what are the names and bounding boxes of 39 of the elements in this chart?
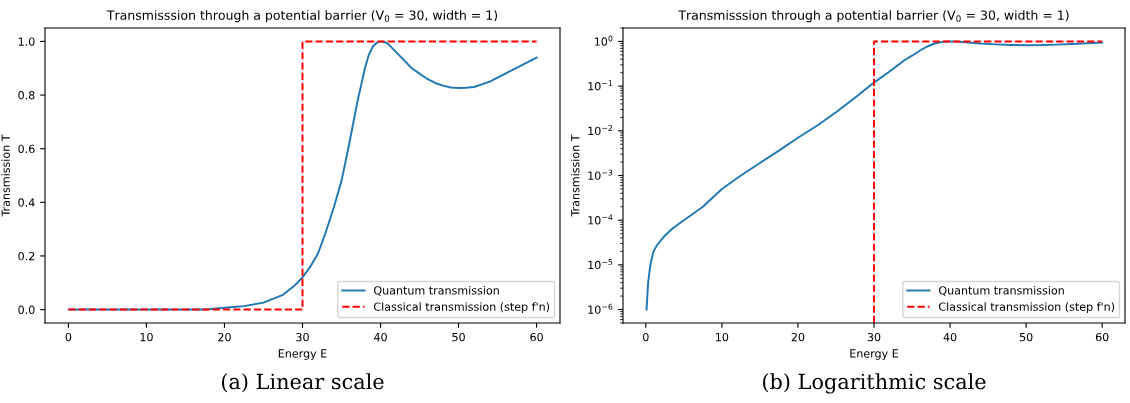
y-tick-label: 1.0 [18, 37, 35, 46]
x-tick-label: 10 [716, 332, 729, 342]
x-tick-label: 30 [296, 332, 309, 342]
x-axis-title: Energy E [850, 349, 899, 360]
text: (b) Logarithmic scale [763, 373, 986, 394]
y-tick-label: 10$^{−6}$ [588, 303, 613, 314]
x-tick-label: 0 [65, 332, 72, 342]
x-tick-label: 60 [1095, 332, 1109, 342]
x-tick-label: 30 [867, 332, 881, 342]
y-tick-label: 10$^{−1}$ [588, 80, 613, 91]
y-axis-title: Transmission T [1, 134, 10, 217]
y-tick-label: 0.6 [18, 144, 35, 154]
y-tick-label: 10$^{−5}$ [588, 259, 613, 270]
legend-label: Classical transmission (step f'n) [939, 302, 1115, 313]
x-tick-label: 20 [218, 332, 231, 342]
chart-title: Transmisssion through a potential barrier (V$_{0}$ = 30, width = 1) [106, 10, 498, 23]
y-tick-label: 10$^{−4}$ [588, 214, 613, 225]
y-tick-label: 0.0 [18, 305, 35, 314]
y-tick-label: 10$^{−2}$ [588, 124, 613, 136]
text: (a) Linear scale [221, 373, 384, 393]
y-tick-label: 0.8 [18, 91, 35, 100]
x-axis-title: Energy E [278, 349, 327, 360]
y-axis-title: Transmission T [570, 134, 580, 217]
legend-label: Quantum transmission [374, 285, 499, 296]
chart-title: Transmisssion through a potential barrier (V$_{0}$ = 30, width = 1) [678, 10, 1069, 23]
x-tick-label: 50 [1019, 332, 1033, 342]
y-tick-label: 0.4 [18, 198, 35, 207]
x-tick-label: 10 [140, 332, 153, 342]
x-tick-label: 40 [374, 332, 387, 342]
x-tick-label: 20 [791, 332, 805, 342]
x-tick-label: 0 [643, 332, 649, 342]
legend-label: Classical transmission (step f'n) [374, 302, 550, 313]
y-tick-label: 0.2 [18, 251, 35, 261]
x-tick-label: 50 [452, 332, 465, 342]
x-tick-label: 60 [530, 332, 543, 342]
legend-label: Quantum transmission [939, 285, 1064, 296]
y-tick-label: 10$^{0}$ [594, 35, 613, 46]
y-tick-label: 10$^{−3}$ [588, 169, 613, 180]
x-tick-label: 40 [943, 332, 957, 342]
